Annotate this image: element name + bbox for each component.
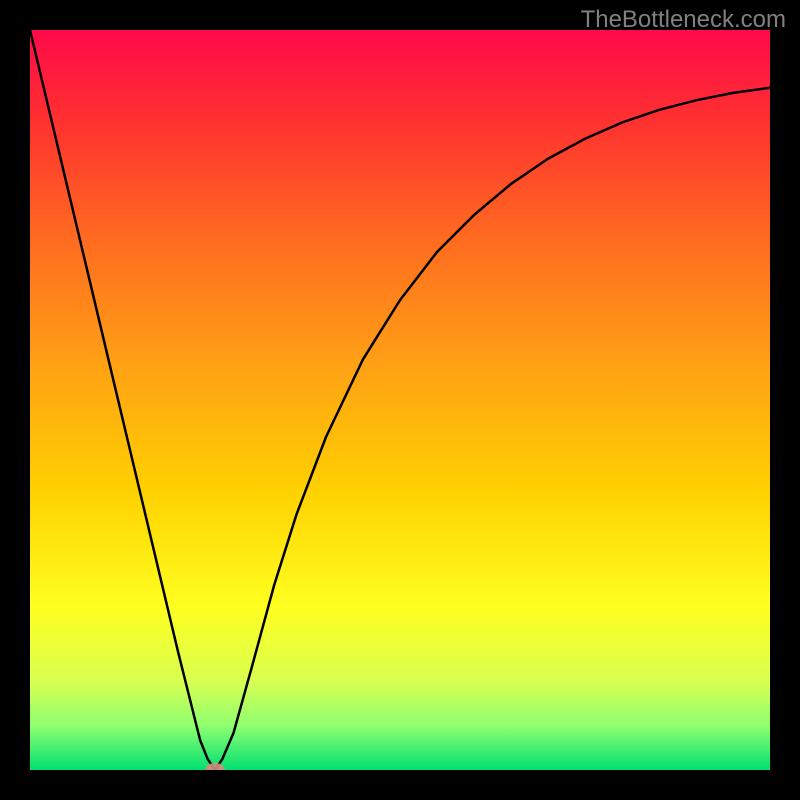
chart-svg [30,30,770,770]
heatmap-background [30,30,770,770]
plot-area [30,30,770,770]
watermark-text: TheBottleneck.com [581,6,786,34]
